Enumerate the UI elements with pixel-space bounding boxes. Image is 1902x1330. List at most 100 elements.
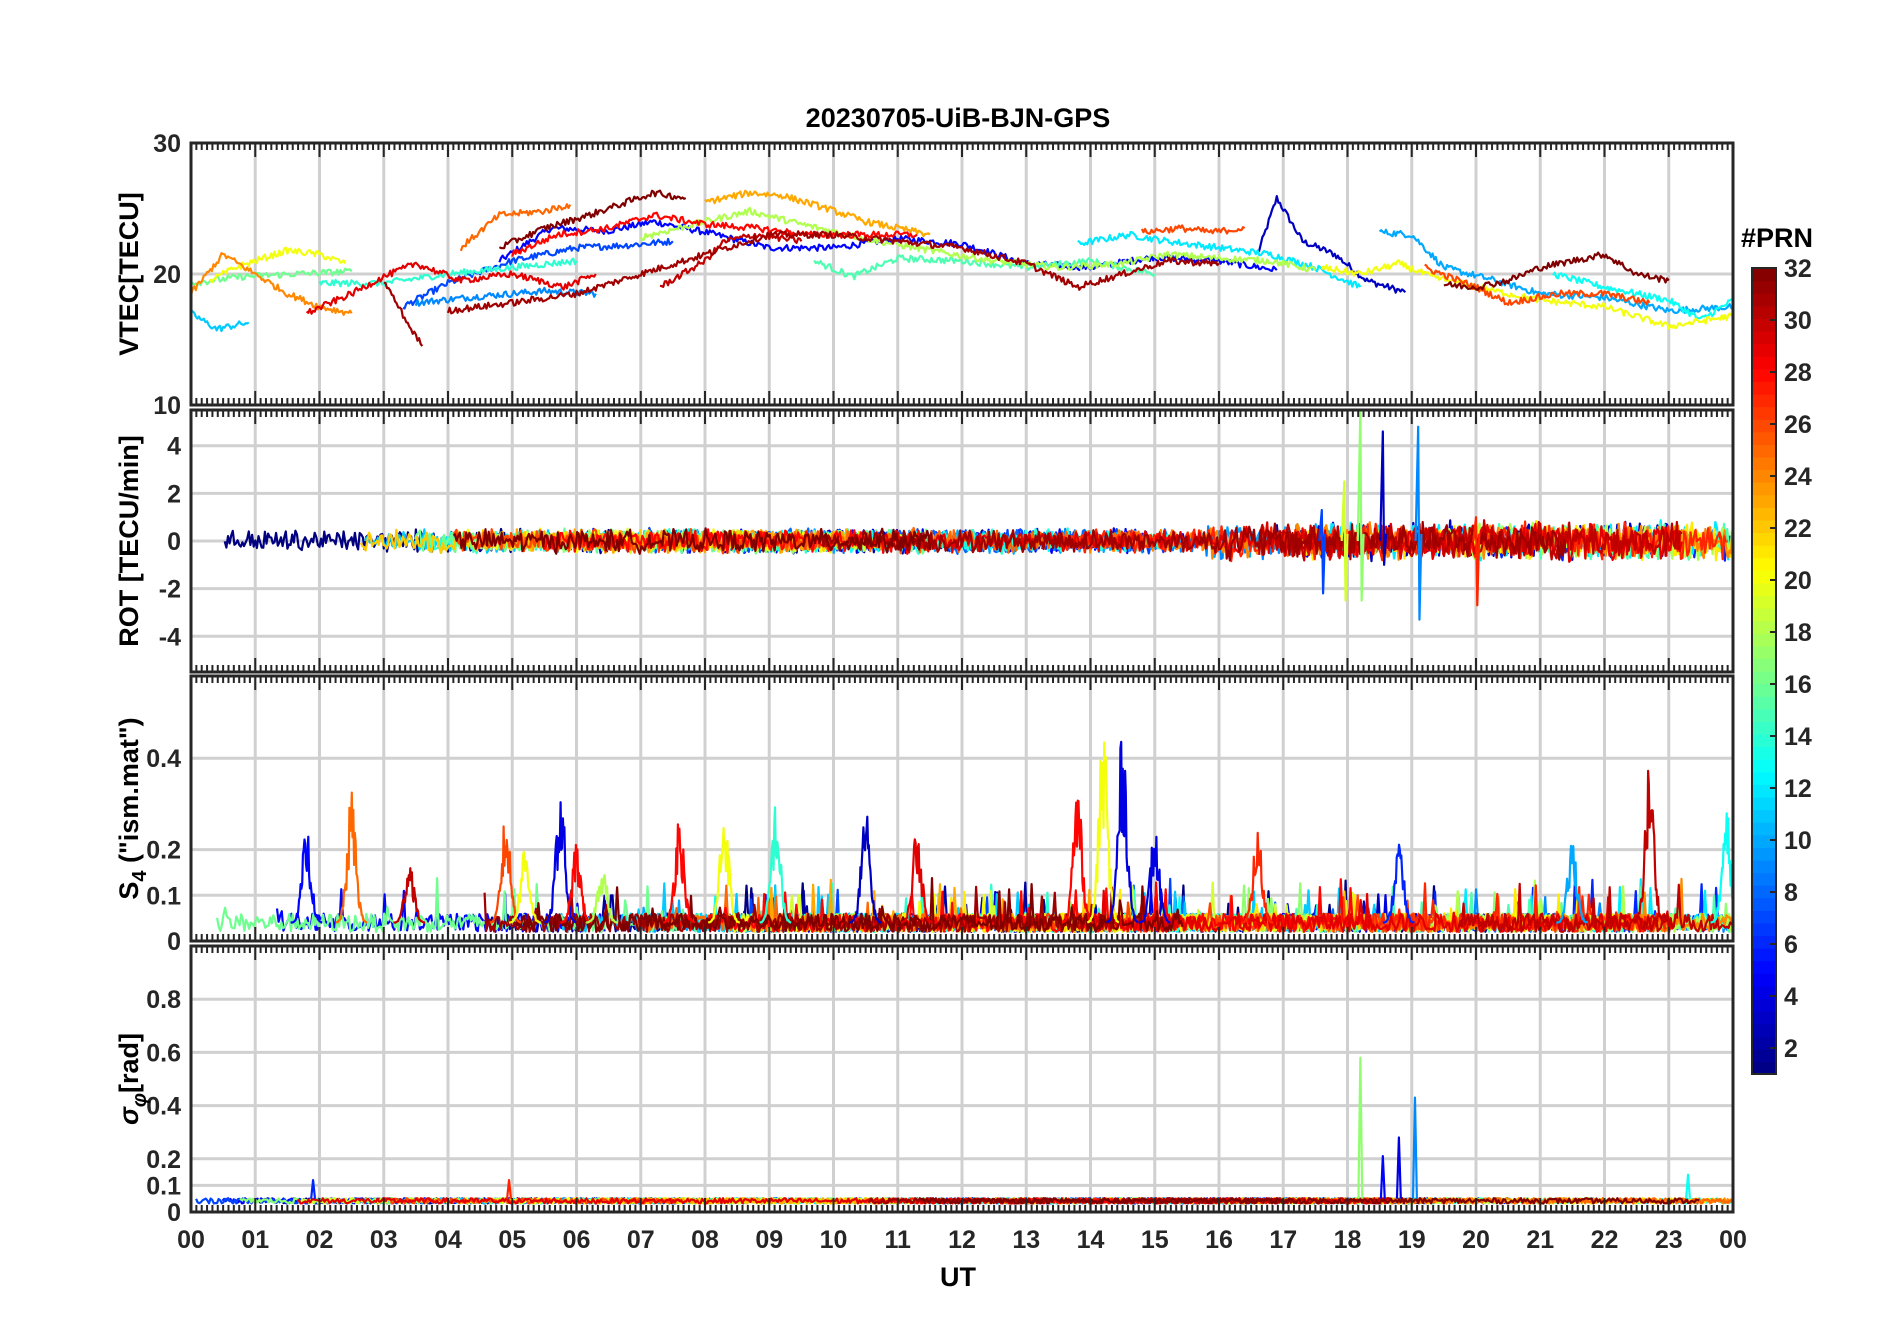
colorbar-segment (1752, 545, 1776, 559)
vtec-series-prn-24 (191, 252, 353, 316)
y-tick-label-sigma: 0.4 (146, 1093, 181, 1121)
colorbar-segment (1752, 746, 1776, 760)
colorbar-segment (1752, 393, 1776, 408)
colorbar-segment (1752, 872, 1776, 886)
x-axis-label: UT (940, 1262, 976, 1292)
y-tick-label-rot: 2 (167, 480, 181, 508)
colorbar-segment (1752, 1023, 1776, 1037)
x-tick-label: 17 (1269, 1226, 1297, 1254)
x-axis: 00 01 02 03 04 05 06 07 08 09 10 11 12 13 14 15 16 17 18 19… (177, 1226, 1747, 1254)
x-tick-label: 16 (1205, 1226, 1233, 1254)
s4-series-prn-27 (1366, 882, 1667, 933)
x-tick-label: 18 (1334, 1226, 1362, 1254)
colorbar-segment (1752, 885, 1776, 899)
ticks-sigma (190, 946, 1734, 1212)
colorbar-segment (1752, 960, 1776, 974)
colorbar-segment (1752, 784, 1776, 798)
panel-rot: -4 -2 0 2 4 ROT [TECU/min] (114, 408, 1735, 674)
panel-sigma: 00.10.2 0.4 0.6 0.8 σφ[rad] (114, 944, 1735, 1227)
colorbar-segment (1752, 343, 1776, 357)
s4-burst-prn-5 (290, 835, 323, 924)
vtec-series-prn-31 (446, 230, 1220, 315)
s4-burst-prn-30 (1633, 769, 1666, 924)
colorbar-segment (1752, 431, 1776, 445)
y-tick-label-sigma: 0.8 (146, 986, 181, 1014)
x-tick-label: 21 (1526, 1226, 1554, 1254)
rot-spike-prn-27 (1472, 516, 1481, 607)
sigma-spike-prn-27 (506, 1178, 513, 1199)
rot-spike-prn-3 (1379, 430, 1388, 566)
vtec-series-prn-23 (704, 189, 931, 238)
x-tick-label: 04 (434, 1226, 462, 1254)
y-tick-label-sigma: 0.1 (146, 1172, 181, 1200)
colorbar-tick-label: 14 (1784, 723, 1812, 751)
vtec-series-prn-7 (402, 237, 674, 310)
colorbar-tick-label: 30 (1784, 307, 1812, 335)
vtec-series-prn-28 (511, 211, 918, 257)
x-tick-label: 19 (1398, 1226, 1426, 1254)
x-tick-label: 06 (563, 1226, 591, 1254)
s4-series-prn-31 (483, 885, 1116, 933)
s4-burst-prn-18 (585, 874, 619, 924)
vtec-series-prn-3 (1256, 195, 1407, 294)
s4-burst-prn-30 (393, 867, 426, 924)
colorbar-segment (1752, 771, 1776, 785)
colorbar-label: #PRN (1741, 223, 1813, 253)
colorbar-segment (1752, 456, 1776, 471)
colorbar-segment (1752, 368, 1776, 382)
y-axis-label-s4: S4 ("ism.mat") (114, 717, 151, 899)
colorbar-segment (1752, 305, 1776, 319)
colorbar-segment (1752, 482, 1776, 496)
s4-burst-prn-27 (1241, 831, 1274, 924)
colorbar-segment (1752, 469, 1776, 483)
y-tick-label-rot: 0 (167, 528, 181, 556)
x-tick-label: 02 (306, 1226, 334, 1254)
colorbar-tick-label: 32 (1784, 255, 1812, 283)
colorbar-segment (1752, 822, 1776, 836)
x-tick-label: 09 (755, 1226, 783, 1254)
ticks-s4 (190, 676, 1734, 941)
colorbar-tick-label: 10 (1784, 827, 1812, 855)
y-tick-label-s4: 0 (167, 928, 181, 956)
y-tick-label-sigma: 0.2 (146, 1146, 181, 1174)
vtec-series-prn-32 (498, 189, 687, 250)
chart-title: 20230705-UiB-BJN-GPS (806, 103, 1111, 133)
y-axis-label-rot: ROT [TECU/min] (114, 435, 144, 646)
sigma-spike-prn-4 (1395, 1136, 1402, 1199)
vtec-series-prn-15 (813, 254, 1156, 281)
y-tick-label-sigma: 0 (167, 1199, 181, 1227)
colorbar-segment (1752, 293, 1776, 307)
colorbar-segment (1752, 356, 1776, 370)
s4-burst-prn-29 (900, 838, 933, 924)
colorbar-segment (1752, 419, 1776, 433)
x-tick-label: 15 (1141, 1226, 1169, 1254)
colorbar-tick-label: 18 (1784, 619, 1812, 647)
colorbar-segment (1752, 318, 1776, 332)
colorbar-segment (1752, 922, 1776, 937)
x-tick-label: 05 (498, 1226, 526, 1254)
y-tick-label-vtec: 10 (153, 392, 181, 420)
colorbar-segment (1752, 268, 1776, 282)
colorbar-segment (1752, 948, 1776, 962)
traces-sigma (195, 1056, 1733, 1205)
x-tick-label: 11 (885, 1226, 912, 1254)
y-tick-label-rot: 4 (167, 433, 181, 461)
s4-burst-prn-13 (1710, 812, 1733, 924)
traces-rot (223, 410, 1733, 621)
s4-burst-prn-20 (707, 826, 741, 924)
vtec-series-prn-18 (639, 206, 1317, 273)
colorbar-segment (1752, 532, 1776, 546)
grid-sigma (191, 946, 1733, 1212)
colorbar-tick-label: 26 (1784, 411, 1812, 439)
vtec-series-prn-11 (191, 309, 250, 333)
vtec-series-prn-20 (1320, 259, 1733, 330)
colorbar-segment (1752, 973, 1776, 987)
colorbar-tick-label: 6 (1784, 931, 1798, 959)
grid-s4 (191, 676, 1733, 941)
x-tick-label: 01 (241, 1226, 269, 1254)
colorbar-tick-label: 4 (1784, 983, 1798, 1011)
vtec-series-prn-26 (1424, 263, 1651, 306)
colorbar-segment (1752, 645, 1776, 660)
sigma-spike-prn-5 (1379, 1155, 1386, 1199)
